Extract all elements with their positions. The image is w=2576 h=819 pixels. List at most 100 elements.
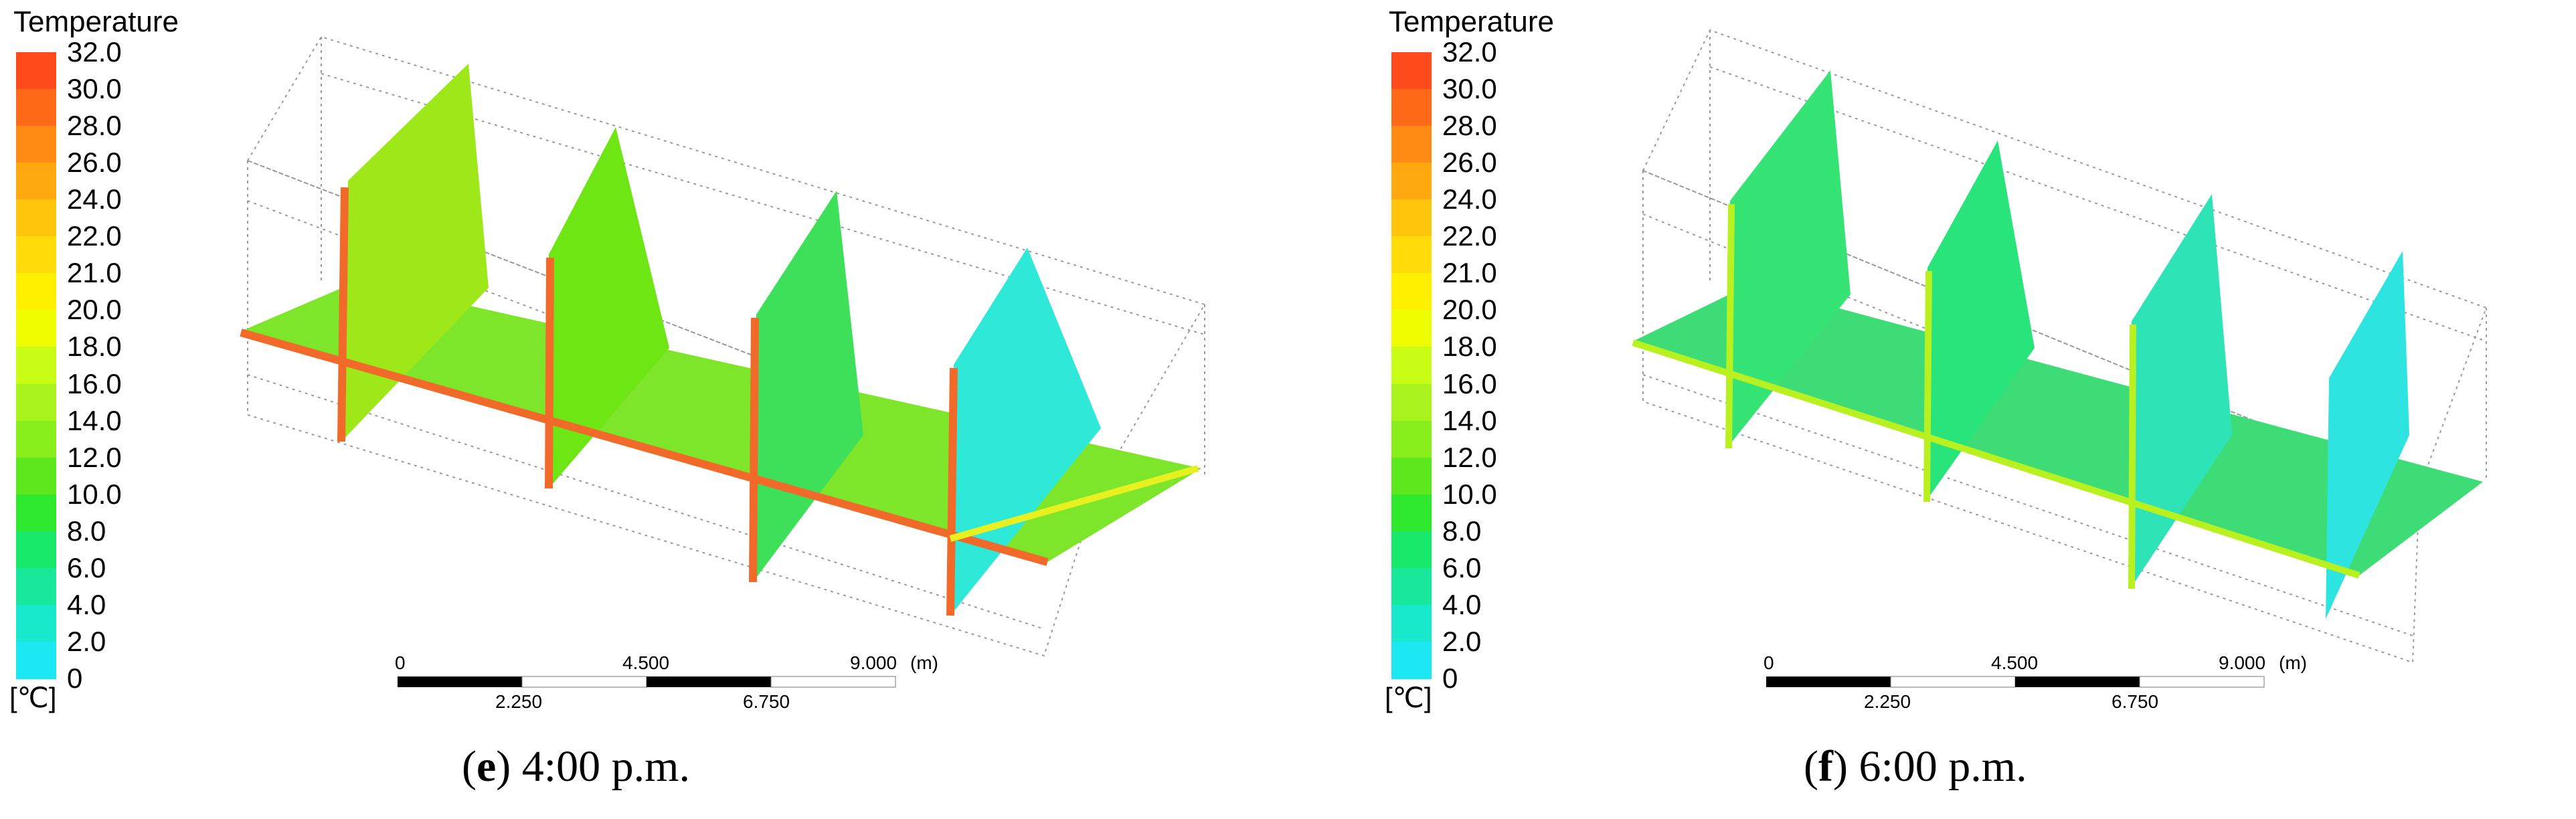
legend-tick-label: 28.0 bbox=[67, 110, 122, 142]
legend-color-segment bbox=[16, 347, 56, 385]
legend-tick-label: 8.0 bbox=[67, 515, 106, 547]
legend-color-segment bbox=[1391, 383, 1432, 422]
legend-color-segment bbox=[16, 531, 56, 569]
legend-color-segment bbox=[16, 383, 56, 422]
legend-tick-label: 14.0 bbox=[67, 404, 122, 436]
legend-color-segment bbox=[1391, 604, 1432, 642]
temperature-color-bar bbox=[16, 52, 56, 679]
legend-color-segment bbox=[16, 457, 56, 495]
wall-cutplane-2 bbox=[549, 127, 669, 488]
scale-tick-4500: 4.500 bbox=[1991, 652, 2039, 673]
wall-cutplane-2 bbox=[1925, 141, 2035, 502]
scale-tick-6750: 6.750 bbox=[743, 691, 790, 712]
temperature-cutplane-3d-view bbox=[240, 35, 1206, 657]
legend-color-segment bbox=[16, 89, 56, 127]
legend-tick-label: 24.0 bbox=[67, 183, 122, 215]
panel-caption: (f) 6:00 p.m. bbox=[1804, 742, 2027, 791]
legend-tick-label: 6.0 bbox=[1442, 551, 1482, 583]
panel-caption: (e) 4:00 p.m. bbox=[462, 742, 690, 791]
legend-color-segment bbox=[16, 420, 56, 458]
wall-cutplane-1 bbox=[1727, 70, 1851, 448]
legend-color-segment bbox=[1391, 273, 1432, 311]
scale-tick-6750: 6.750 bbox=[2112, 691, 2159, 712]
legend-title: Temperature bbox=[1389, 5, 1555, 38]
floor-cutplane bbox=[1633, 284, 2483, 575]
legend-tick-label: 2.0 bbox=[1442, 625, 1482, 657]
legend-tick-label: 32.0 bbox=[1442, 36, 1497, 68]
legend-title: Temperature bbox=[13, 5, 179, 38]
legend-color-segment bbox=[1391, 494, 1432, 532]
legend-color-segment bbox=[1391, 567, 1432, 606]
legend-color-segment bbox=[16, 52, 56, 90]
temperature-cutplane-3d-view bbox=[1632, 29, 2488, 664]
wall-cutplane-4 bbox=[950, 248, 1101, 616]
wall-cutplane-4 bbox=[2326, 251, 2409, 619]
legend-tick-label: 4.0 bbox=[1442, 588, 1482, 620]
panel-f: Temperature 32.0 30.0 28.0 26.0 24.0 22.0 21.0… bbox=[1375, 0, 2576, 819]
legend-tick-label: 10.0 bbox=[67, 478, 122, 510]
scale-bar: 0 4.500 9.000 (m) 2.250 6.750 bbox=[395, 652, 938, 719]
legend-tick-label: 30.0 bbox=[67, 73, 122, 105]
legend-color-segment bbox=[1391, 52, 1432, 90]
legend-tick-label: 20.0 bbox=[67, 294, 122, 326]
legend-tick-label: 4.0 bbox=[67, 588, 106, 620]
scale-unit: (m) bbox=[2279, 652, 2307, 673]
legend-tick-label: 18.0 bbox=[67, 331, 122, 363]
legend-color-segment bbox=[1391, 163, 1432, 201]
panel-time: 6:00 p.m. bbox=[1859, 742, 2027, 791]
legend-color-segment bbox=[1391, 347, 1432, 385]
legend-color-segment bbox=[1391, 126, 1432, 164]
legend-tick-label: 16.0 bbox=[1442, 367, 1497, 399]
scale-tick-9000: 9.000 bbox=[850, 652, 897, 673]
legend-tick-label: 28.0 bbox=[1442, 110, 1497, 142]
legend-unit: [℃] bbox=[9, 682, 57, 713]
legend-color-segment bbox=[1391, 457, 1432, 495]
legend-color-segment bbox=[16, 494, 56, 532]
hot-edges bbox=[240, 187, 1049, 616]
legend-tick-label: 21.0 bbox=[1442, 257, 1497, 289]
legend-color-segment bbox=[1391, 310, 1432, 348]
legend-tick-label: 12.0 bbox=[67, 441, 122, 473]
panel-letter: e bbox=[476, 742, 497, 791]
temperature-color-bar bbox=[1391, 52, 1432, 679]
legend-color-segment bbox=[16, 126, 56, 164]
legend-tick-label: 14.0 bbox=[1442, 404, 1497, 436]
scale-tick-0: 0 bbox=[1764, 652, 1774, 673]
legend-color-segment bbox=[16, 641, 56, 679]
legend-color-segment bbox=[1391, 641, 1432, 679]
legend-tick-label: 20.0 bbox=[1442, 294, 1497, 326]
panel-e: Temperature 32.0 30.0 28.0 26.0 24.0 22.0 21.0… bbox=[9, 5, 1206, 791]
legend-unit: [℃] bbox=[1385, 682, 1432, 713]
legend-tick-label: 0 bbox=[67, 662, 83, 694]
legend-color-segment bbox=[16, 310, 56, 348]
legend-tick-label: 26.0 bbox=[67, 147, 122, 179]
edges bbox=[1632, 203, 2360, 589]
scale-unit: (m) bbox=[910, 652, 938, 673]
scale-tick-0: 0 bbox=[395, 652, 406, 673]
legend-tick-label: 0 bbox=[1442, 662, 1458, 694]
legend-tick-label: 12.0 bbox=[1442, 441, 1497, 473]
scale-tick-9000: 9.000 bbox=[2219, 652, 2266, 673]
legend-tick-label: 22.0 bbox=[67, 220, 122, 252]
legend-tick-label: 18.0 bbox=[1442, 331, 1497, 363]
legend-tick-label: 32.0 bbox=[67, 36, 122, 68]
panel-time: 4:00 p.m. bbox=[521, 742, 690, 791]
legend-color-segment bbox=[16, 604, 56, 642]
scale-tick-2250: 2.250 bbox=[495, 691, 543, 712]
legend-color-segment bbox=[16, 567, 56, 606]
legend-color-segment bbox=[1391, 531, 1432, 569]
legend-color-segment bbox=[16, 236, 56, 274]
wall-cutplane-1 bbox=[341, 64, 489, 442]
legend-tick-label: 22.0 bbox=[1442, 220, 1497, 252]
legend-color-segment bbox=[1391, 236, 1432, 274]
wall-cutplane-3 bbox=[753, 191, 863, 582]
legend-tick-label: 30.0 bbox=[1442, 73, 1497, 105]
scale-bar: 0 4.500 9.000 (m) 2.250 6.750 bbox=[1764, 652, 2307, 719]
legend-tick-label: 21.0 bbox=[67, 257, 122, 289]
panel-letter: f bbox=[1818, 742, 1833, 791]
legend-tick-label: 8.0 bbox=[1442, 515, 1482, 547]
legend-tick-label: 10.0 bbox=[1442, 478, 1497, 510]
legend-tick-label: 26.0 bbox=[1442, 147, 1497, 179]
scale-tick-2250: 2.250 bbox=[1864, 691, 1911, 712]
legend-color-segment bbox=[1391, 89, 1432, 127]
